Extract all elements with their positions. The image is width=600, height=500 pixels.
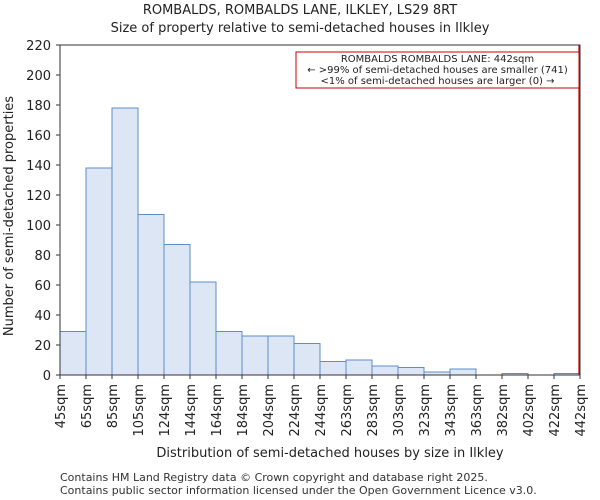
y-axis-ticks: 0 20 40 60 80 100 120 140 160 180 200 220 bbox=[26, 39, 60, 384]
bar bbox=[85, 167, 113, 376]
x-tick-label: 323sqm bbox=[418, 384, 433, 437]
y-tick-label: 180 bbox=[26, 99, 51, 114]
x-tick-label: 402sqm bbox=[522, 384, 537, 437]
x-tick-label: 382sqm bbox=[496, 384, 511, 437]
x-tick-label: 124sqm bbox=[158, 384, 173, 437]
x-tick-label: 263sqm bbox=[340, 384, 355, 437]
y-tick-label: 0 bbox=[43, 369, 51, 384]
y-tick-label: 120 bbox=[26, 189, 51, 204]
x-axis-ticks: 45sqm 65sqm 85sqm 105sqm 124sqm 144sqm 164sqm 1… bbox=[54, 375, 589, 437]
x-tick-label: 244sqm bbox=[314, 384, 329, 437]
x-axis-label: Distribution of semi-detached houses by … bbox=[156, 446, 504, 461]
y-tick-label: 40 bbox=[34, 309, 51, 324]
bar bbox=[163, 244, 191, 376]
bar bbox=[111, 107, 139, 376]
bar bbox=[319, 361, 347, 376]
footer-line-1: Contains HM Land Registry data © Crown c… bbox=[60, 471, 488, 484]
annotation-frame bbox=[295, 51, 580, 89]
bar bbox=[371, 365, 399, 376]
y-tick-label: 200 bbox=[26, 69, 51, 84]
bar-group bbox=[59, 107, 581, 376]
y-tick-label: 220 bbox=[26, 39, 51, 54]
y-tick-label: 20 bbox=[34, 339, 51, 354]
x-tick-label: 85sqm bbox=[106, 384, 121, 428]
x-tick-label: 65sqm bbox=[80, 384, 95, 428]
x-tick-label: 204sqm bbox=[262, 384, 277, 437]
annotation-line-3: <1% of semi-detached houses are larger (… bbox=[320, 76, 554, 87]
annotation-box: ROMBALDS ROMBALDS LANE: 442sqm ← >99% of… bbox=[295, 51, 580, 89]
plot-frame bbox=[59, 44, 581, 376]
y-axis-label: Number of semi-detached properties bbox=[2, 96, 17, 336]
x-tick-label: 422sqm bbox=[548, 384, 563, 437]
bar bbox=[215, 331, 243, 376]
x-tick-label: 343sqm bbox=[444, 384, 459, 437]
annotation-line-2: ← >99% of semi-detached houses are small… bbox=[307, 65, 568, 76]
x-tick-label: 442sqm bbox=[574, 384, 589, 437]
chart-subtitle: Size of property relative to semi-detach… bbox=[111, 21, 490, 36]
footer-line-2: Contains public sector information licen… bbox=[60, 484, 537, 497]
y-tick-label: 100 bbox=[26, 219, 51, 234]
x-tick-label: 184sqm bbox=[236, 384, 251, 437]
x-tick-label: 303sqm bbox=[392, 384, 407, 437]
bar bbox=[137, 214, 165, 376]
bar bbox=[449, 368, 477, 376]
x-tick-label: 105sqm bbox=[132, 384, 147, 437]
bar bbox=[293, 343, 321, 376]
bar bbox=[59, 331, 87, 376]
x-tick-label: 283sqm bbox=[366, 384, 381, 437]
x-tick-label: 224sqm bbox=[288, 384, 303, 437]
bar bbox=[189, 281, 217, 376]
x-tick-label: 45sqm bbox=[54, 384, 69, 428]
y-tick-label: 80 bbox=[34, 249, 51, 264]
y-tick-label: 140 bbox=[26, 159, 51, 174]
chart-title: ROMBALDS, ROMBALDS LANE, ILKLEY, LS29 8R… bbox=[143, 3, 457, 18]
bar bbox=[345, 359, 373, 376]
x-tick-label: 144sqm bbox=[184, 384, 199, 437]
y-tick-label: 60 bbox=[34, 279, 51, 294]
x-tick-label: 164sqm bbox=[210, 384, 225, 437]
annotation-line-1: ROMBALDS ROMBALDS LANE: 442sqm bbox=[341, 54, 534, 65]
bar bbox=[267, 335, 295, 376]
y-tick-label: 160 bbox=[26, 129, 51, 144]
bar bbox=[241, 335, 269, 376]
x-tick-label: 363sqm bbox=[470, 384, 485, 437]
bar bbox=[397, 367, 425, 376]
